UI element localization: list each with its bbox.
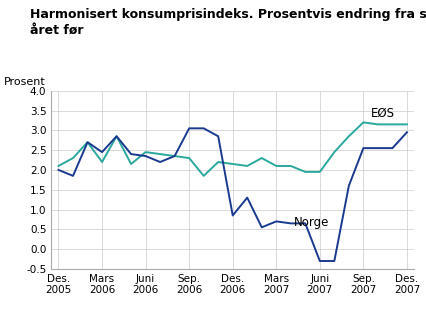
Text: EØS: EØS — [370, 107, 394, 120]
Text: Norge: Norge — [293, 216, 328, 229]
Text: Prosent: Prosent — [4, 77, 46, 87]
Text: Harmonisert konsumprisindeks. Prosentvis endring fra samme måned
året før: Harmonisert konsumprisindeks. Prosentvis… — [30, 6, 426, 37]
